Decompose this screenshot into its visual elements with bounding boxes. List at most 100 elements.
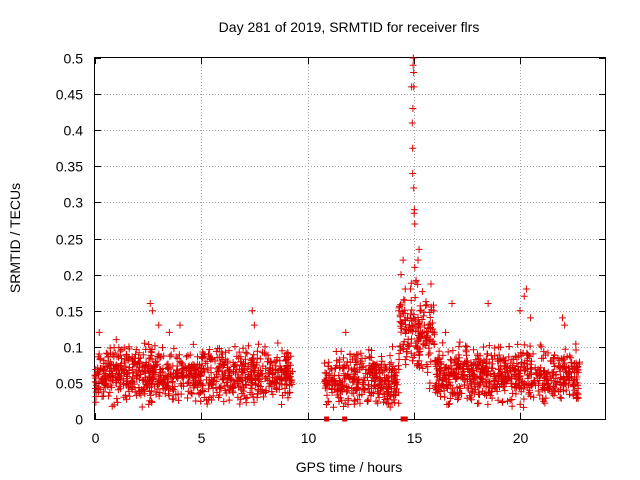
- data-point: [366, 368, 374, 376]
- data-point: [389, 373, 397, 381]
- data-point: [453, 374, 461, 382]
- data-point: [244, 375, 252, 383]
- data-point: [209, 376, 217, 384]
- data-point: [403, 314, 411, 322]
- data-point: [106, 344, 114, 352]
- data-point: [415, 245, 423, 253]
- data-point: [114, 398, 122, 406]
- data-point: [519, 349, 527, 357]
- data-point: [545, 386, 553, 394]
- data-point: [416, 323, 424, 331]
- data-point: [505, 373, 513, 381]
- data-point: [520, 395, 528, 403]
- data-point: [413, 343, 421, 351]
- data-point: [126, 379, 134, 387]
- data-point: [495, 357, 503, 365]
- data-point: [94, 389, 102, 397]
- plot-frame: [94, 57, 606, 420]
- data-point: [519, 363, 527, 371]
- data-point: [366, 353, 374, 361]
- data-point: [553, 377, 561, 385]
- data-point: [470, 373, 478, 381]
- data-point: [167, 351, 175, 359]
- data-point: [419, 340, 427, 348]
- data-point: [350, 352, 358, 360]
- data-point: [235, 348, 243, 356]
- data-point: [407, 279, 415, 287]
- data-point: [175, 396, 183, 404]
- data-point: [416, 307, 424, 315]
- data-point: [213, 388, 221, 396]
- data-point: [450, 359, 458, 367]
- data-point: [462, 342, 470, 350]
- data-point: [247, 361, 255, 369]
- data-point: [565, 364, 573, 372]
- data-point: [204, 364, 212, 372]
- data-point: [131, 360, 139, 368]
- data-point: [109, 351, 117, 359]
- data-point: [194, 353, 202, 361]
- data-point: [112, 361, 120, 369]
- data-point: [417, 361, 425, 369]
- data-point: [117, 354, 125, 362]
- data-point: [353, 385, 361, 393]
- data-point: [420, 312, 428, 320]
- data-point: [97, 364, 105, 372]
- data-point: [505, 353, 513, 361]
- data-point: [125, 387, 133, 395]
- data-point: [438, 381, 446, 389]
- data-point: [132, 368, 140, 376]
- data-point: [195, 389, 203, 397]
- data-point: [135, 388, 143, 396]
- data-point: [455, 354, 463, 362]
- data-point: [354, 350, 362, 358]
- data-point: [414, 360, 422, 368]
- data-point: [410, 68, 418, 76]
- data-point: [325, 379, 333, 387]
- data-point: [122, 391, 130, 399]
- data-point: [482, 358, 490, 366]
- data-point: [340, 361, 348, 369]
- data-point: [505, 364, 513, 372]
- data-point: [531, 382, 539, 390]
- data-point: [531, 364, 539, 372]
- data-point: [342, 374, 350, 382]
- data-point: [253, 359, 261, 367]
- data-point: [536, 341, 544, 349]
- data-point: [197, 364, 205, 372]
- data-point: [165, 328, 173, 336]
- data-point: [284, 394, 292, 402]
- data-point: [528, 357, 536, 365]
- data-point: [354, 383, 362, 391]
- data-point: [268, 380, 276, 388]
- data-point: [132, 350, 140, 358]
- data-point: [271, 358, 279, 366]
- data-point: [481, 366, 489, 374]
- data-point: [411, 220, 419, 228]
- data-point: [508, 402, 516, 410]
- data-point: [430, 340, 438, 348]
- data-point: [251, 364, 259, 372]
- data-point: [125, 363, 133, 371]
- data-point: [420, 321, 428, 329]
- data-point: [272, 385, 280, 393]
- data-point: [447, 356, 455, 364]
- data-point: [339, 403, 347, 411]
- data-point: [150, 374, 158, 382]
- data-point: [452, 369, 460, 377]
- data-point: [383, 396, 391, 404]
- data-point: [108, 360, 116, 368]
- data-point: [430, 328, 438, 336]
- data-point: [234, 393, 242, 401]
- data-point: [264, 369, 272, 377]
- y-tick-label: 0.5: [64, 51, 84, 67]
- data-point: [198, 354, 206, 362]
- data-point: [466, 379, 474, 387]
- data-point: [243, 350, 251, 358]
- data-point: [386, 360, 394, 368]
- data-point: [269, 390, 277, 398]
- data-point: [208, 396, 216, 404]
- data-point: [475, 388, 483, 396]
- data-point: [469, 366, 477, 374]
- data-point: [352, 359, 360, 367]
